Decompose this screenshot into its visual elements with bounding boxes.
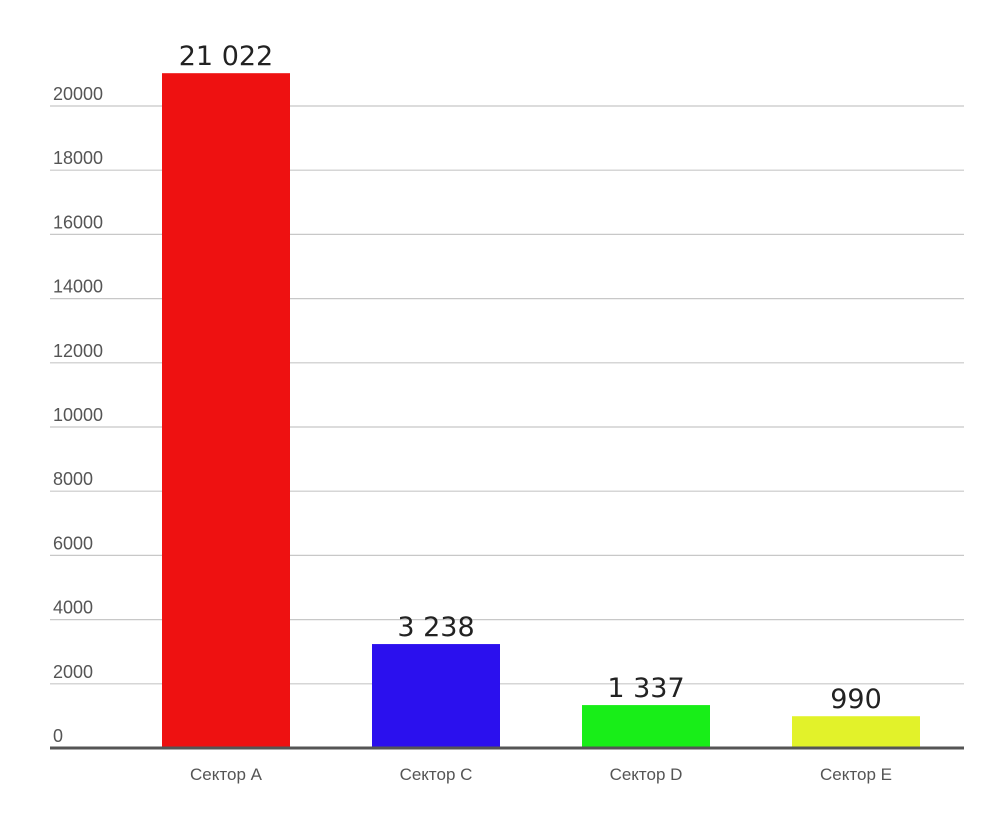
y-tick-label: 20000 (53, 84, 103, 104)
y-tick-label: 4000 (53, 598, 93, 618)
y-tick-label: 10000 (53, 405, 103, 425)
y-tick-label: 14000 (53, 277, 103, 297)
x-category-label: Сектор A (190, 765, 263, 784)
bar-value-label: 1 337 (607, 673, 684, 704)
bar-value-label: 990 (830, 684, 882, 715)
y-axis-tick-labels: 0 2000 4000 6000 8000 10000 12000 14000 16000 180… (53, 84, 103, 746)
x-category-label: Сектор C (400, 765, 473, 784)
bar-value-labels: 21 022 3 238 1 337 990 (179, 41, 882, 715)
x-axis-category-labels: Сектор A Сектор C Сектор D Сектор E (190, 765, 892, 784)
bar-value-label: 21 022 (179, 41, 273, 72)
y-tick-label: 16000 (53, 212, 103, 232)
y-tick-label: 8000 (53, 469, 93, 489)
bar (372, 644, 500, 748)
y-tick-label: 6000 (53, 533, 93, 553)
y-tick-label: 2000 (53, 662, 93, 682)
y-tick-label: 18000 (53, 148, 103, 168)
x-category-label: Сектор D (610, 765, 683, 784)
bar (792, 716, 920, 748)
bars (162, 73, 920, 749)
bar (582, 705, 710, 748)
x-category-label: Сектор E (820, 765, 892, 784)
y-tick-label: 12000 (53, 341, 103, 361)
bar-value-label: 3 238 (397, 612, 474, 643)
bar (162, 73, 290, 749)
y-tick-label: 0 (53, 726, 63, 746)
